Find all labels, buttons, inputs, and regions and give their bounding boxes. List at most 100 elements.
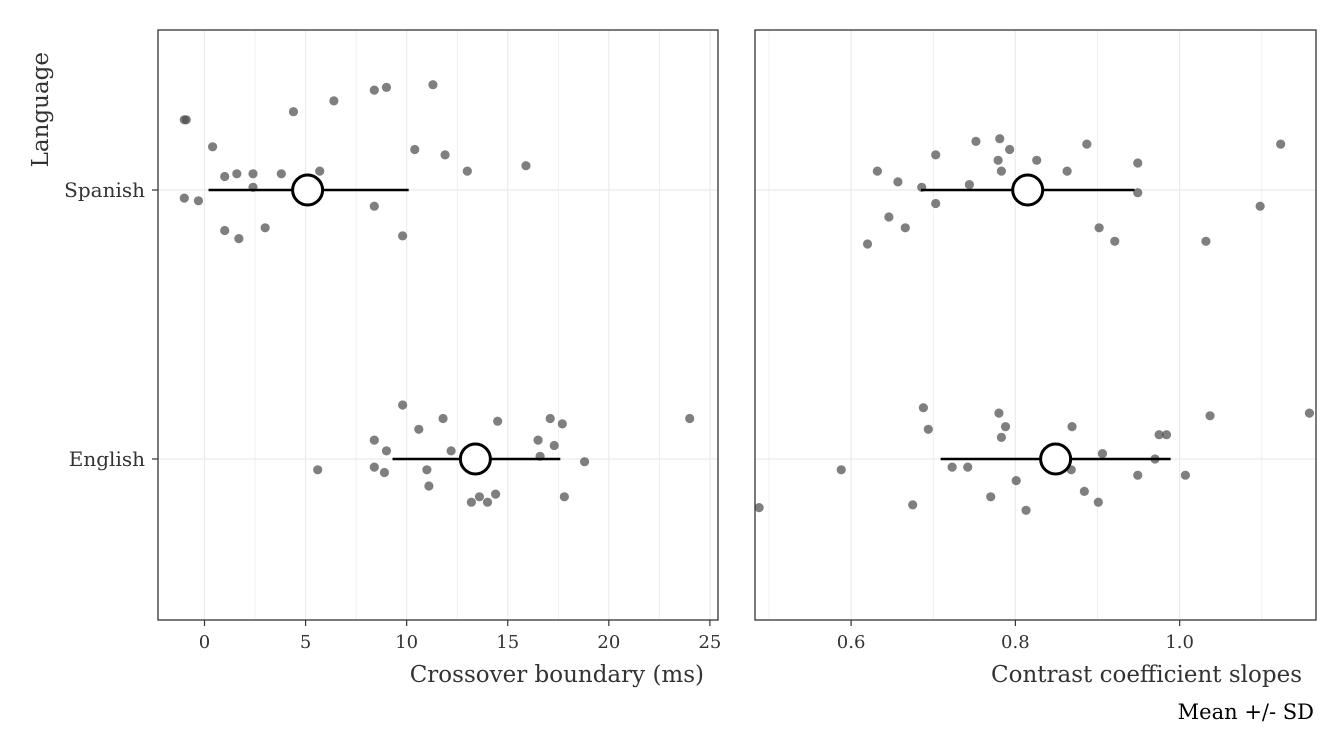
y-tick-label-english: English [69, 447, 145, 471]
panel-1-data-point [446, 446, 456, 456]
panel-1-data-point [549, 440, 559, 451]
panel-2-data-point [996, 166, 1007, 176]
panel-2-data-point [1011, 476, 1021, 486]
panel-2-data-point [1094, 223, 1104, 233]
panel-2-data-point [964, 180, 974, 190]
panel-2-data-point [986, 492, 996, 502]
panel-1-data-point [521, 161, 531, 171]
panel-1-data-point [248, 169, 258, 179]
panel-1-data-point [414, 424, 424, 434]
panel-2-data-point [884, 212, 894, 222]
panel-2-mean-marker [1039, 442, 1073, 476]
panel-1-data-point [440, 150, 450, 160]
panel-1-data-point [685, 413, 695, 424]
panel-1-x-tick-label: 5 [300, 632, 311, 653]
panel-1-data-point [313, 465, 323, 475]
panel-2-data-point [1161, 430, 1172, 440]
panel-1-data-point [424, 481, 434, 491]
panel-1-data-point [462, 166, 472, 176]
panel-1-data-point [193, 196, 204, 206]
panel-1-data-point [181, 115, 191, 125]
panel-2-data-point [1133, 470, 1143, 480]
panel-2-data-point [1097, 449, 1108, 459]
panel-1-data-point [329, 96, 339, 106]
panel-2-data-point [754, 503, 764, 513]
panel-1-x-tick-label: 0 [199, 632, 210, 653]
panel-2-x-tick-label: 0.8 [1001, 632, 1030, 653]
panel-1-data-point [410, 144, 420, 155]
panel-2-data-point [923, 424, 933, 434]
panel-1-data-point [493, 416, 503, 426]
panel-1-data-point [398, 400, 408, 410]
panel-1-data-point [179, 193, 189, 203]
panel-2-data-point [947, 462, 957, 472]
panel-2-data-point [971, 136, 981, 146]
panel-2-frame [754, 29, 1317, 621]
panel-1-data-point [579, 457, 590, 467]
panel-2-data-point [994, 408, 1004, 418]
panel-2-data-point [1133, 158, 1143, 168]
panel-2-data-point [1005, 144, 1015, 155]
panel-2-data-point [1032, 155, 1042, 165]
panel-2-data-point [1180, 470, 1191, 480]
panel-1-data-point [428, 80, 438, 90]
panel-1-data-point [234, 234, 244, 244]
panel-2-data-point [1067, 422, 1077, 432]
panel-2-data-point [836, 465, 846, 475]
panel-2-data-point [1082, 139, 1092, 149]
y-tick-label-spanish: Spanish [64, 178, 145, 202]
panel-1-x-tick-label: 15 [496, 632, 519, 653]
panel-1-data-point [220, 225, 230, 236]
panel-1-data-point [557, 419, 567, 429]
panel-1-data-point [398, 231, 408, 241]
panel-1-data-point [207, 142, 218, 152]
panel-2-data-point [908, 500, 918, 510]
panel-1-data-point [315, 166, 325, 176]
panel-1-data-point [288, 107, 299, 117]
panel-1-data-point [369, 435, 379, 445]
panel-2-data-point [1062, 166, 1072, 176]
panel-2-data-point [872, 166, 882, 176]
panel-1-data-point [369, 462, 379, 472]
panel-2-data-point [1276, 139, 1286, 149]
panel-2-x-tick-label: 1.0 [1165, 632, 1194, 653]
panel-2-data-point [918, 403, 928, 413]
panel-1-mean-marker [291, 173, 325, 207]
panel-1-x-tick-label: 20 [597, 632, 620, 653]
panel-2-data-point [996, 432, 1007, 442]
panel-1-data-point [482, 497, 493, 507]
panel-1-data-point [466, 497, 476, 507]
panel-1-data-point [260, 223, 270, 233]
panel-2-data-point [993, 155, 1003, 165]
panel-2-data-point [995, 134, 1005, 144]
panel-1-data-point [276, 169, 286, 179]
panel-2-data-point [1093, 497, 1103, 507]
panel-1-data-point [533, 435, 543, 445]
panel-2-data-point [1110, 236, 1120, 246]
panel-1-data-point [438, 413, 448, 424]
panel-1-data-point [474, 492, 485, 502]
panel-1-data-point [422, 465, 432, 475]
panel-1-data-point [381, 446, 392, 456]
panel-2-data-point [862, 239, 873, 249]
panel-1-x-axis-title: Crossover boundary (ms) [410, 662, 704, 688]
panel-2-x-axis-title: Contrast coefficient slopes [991, 662, 1302, 688]
panel-2-data-point [1304, 408, 1315, 418]
panel-2-data-point [1133, 188, 1143, 198]
panel-1-data-point [220, 171, 230, 182]
panel-2-data-point [1079, 486, 1089, 496]
panel-1-data-point [369, 85, 379, 95]
panel-2-data-point [1154, 430, 1164, 440]
panel-1-x-tick-label: 25 [698, 632, 721, 653]
panel-2-mean-marker [1011, 173, 1045, 207]
panel-2-data-point [1255, 201, 1265, 211]
panel-2-data-point [1021, 505, 1031, 515]
y-axis-title: Language [28, 52, 54, 167]
panel-1-mean-marker [458, 442, 492, 476]
panel-2-data-point [1201, 236, 1211, 246]
panel-2-data-point [931, 198, 941, 209]
panel-1-data-point [379, 467, 390, 478]
panel-1-x-tick-label: 10 [395, 632, 418, 653]
panel-2-x-tick-label: 0.6 [837, 632, 866, 653]
